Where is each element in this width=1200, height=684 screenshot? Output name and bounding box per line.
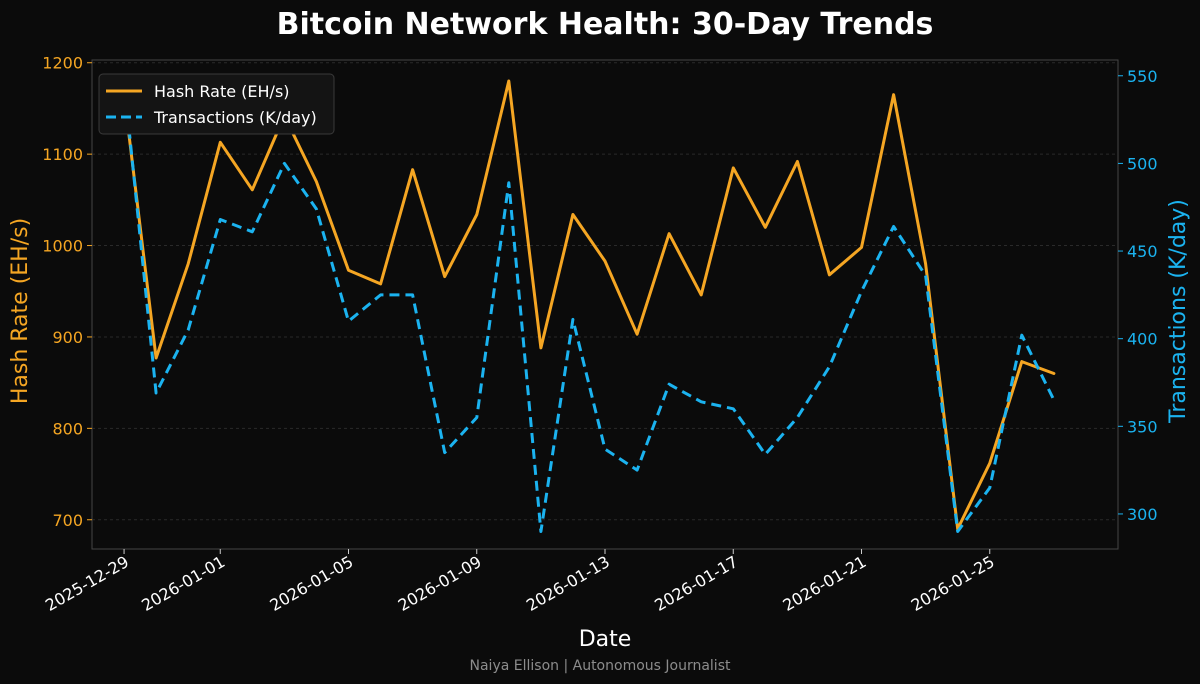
left-tick-label: 1100 (42, 145, 83, 164)
right-tick-label: 350 (1127, 417, 1158, 436)
right-tick-label: 450 (1127, 242, 1158, 261)
chart-title: Bitcoin Network Health: 30-Day Trends (277, 7, 934, 42)
left-tick-label: 1200 (42, 54, 83, 73)
grid (92, 62, 1118, 521)
series-line-transactions (122, 80, 1056, 533)
left-tick-label: 1000 (42, 237, 83, 256)
right-tick-label: 400 (1127, 330, 1158, 349)
right-axis-label: Transactions (K/day) (1166, 199, 1191, 424)
legend-label-hash-rate: Hash Rate (EH/s) (154, 82, 290, 101)
right-tick-label: 300 (1127, 505, 1158, 524)
left-axis-label: Hash Rate (EH/s) (8, 218, 33, 404)
right-axis: 300 350 400 450 500 550 (1118, 67, 1158, 524)
legend: Hash Rate (EH/s) Transactions (K/day) (98, 73, 335, 135)
legend-label-transactions: Transactions (K/day) (153, 108, 317, 127)
left-tick-label: 700 (52, 511, 83, 530)
left-axis: 700 800 900 1000 1100 1200 (42, 54, 92, 530)
right-tick-label: 500 (1127, 154, 1158, 173)
left-tick-label: 900 (52, 328, 83, 347)
left-tick-label: 800 (52, 419, 83, 438)
x-axis-label: Date (579, 627, 632, 652)
legend-box (98, 73, 335, 135)
footer-credit: Naiya Ellison | Autonomous Journalist (470, 658, 731, 674)
right-tick-label: 550 (1127, 67, 1158, 86)
